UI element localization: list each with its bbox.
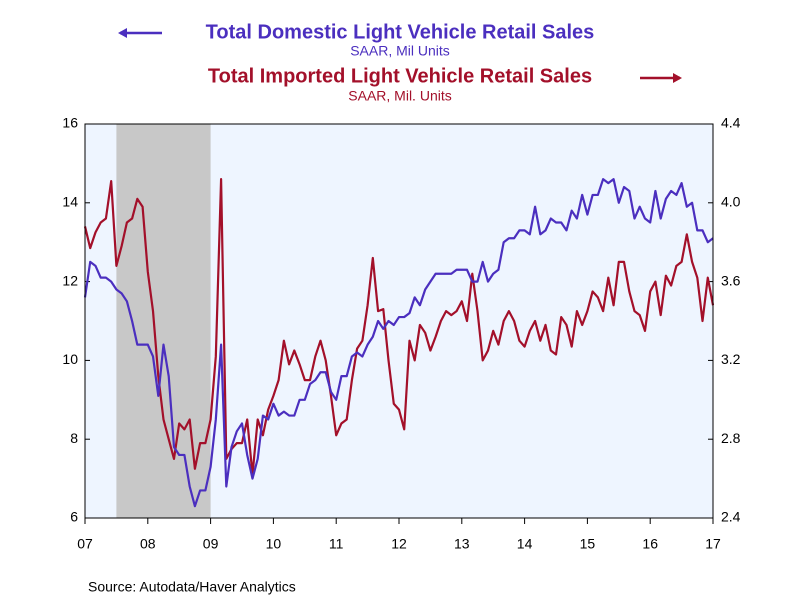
y2-tick-label: 2.8	[721, 430, 741, 446]
x-tick-label: 12	[391, 536, 407, 552]
y2-tick-label: 4.0	[721, 194, 741, 210]
y-tick-label: 12	[62, 272, 78, 288]
legend-title: Total Imported Light Vehicle Retail Sale…	[208, 65, 592, 87]
x-tick-label: 13	[454, 536, 470, 552]
x-tick-label: 17	[705, 536, 721, 552]
legend-arrowhead	[118, 28, 127, 38]
series-line	[83, 178, 715, 476]
x-tick-label: 07	[77, 536, 93, 552]
y2-tick-label: 3.2	[721, 351, 741, 367]
y-tick-label: 6	[70, 509, 78, 525]
x-tick-label: 09	[203, 536, 219, 552]
x-tick-label: 08	[140, 536, 156, 552]
series-line	[83, 178, 714, 508]
x-tick-label: 15	[580, 536, 596, 552]
x-tick-label: 16	[642, 536, 658, 552]
x-tick-label: 14	[517, 536, 533, 552]
y2-tick-label: 3.6	[721, 272, 741, 288]
y-tick-label: 8	[70, 430, 78, 446]
legend-imported: Total Imported Light Vehicle Retail Sale…	[208, 65, 682, 104]
x-tick-label: 10	[266, 536, 282, 552]
legend-title: Total Domestic Light Vehicle Retail Sale…	[206, 21, 595, 43]
lines-layer	[83, 178, 715, 508]
y-tick-label: 14	[62, 194, 78, 210]
legend-unit: SAAR, Mil Units	[350, 43, 450, 59]
plot-frame	[84, 123, 714, 519]
x-tick-label: 11	[329, 536, 344, 552]
y2-tick-label: 4.4	[721, 115, 741, 131]
axes-layer: 6 8 10 12 14 16 2.4 2.8 3.2 3.6 4.0 4.4 07 08 09 10 11 12…	[62, 115, 740, 552]
y2-tick-label: 2.4	[721, 509, 741, 525]
legend-domestic: Total Domestic Light Vehicle Retail Sale…	[118, 21, 595, 59]
legend-arrowhead	[673, 73, 682, 83]
legend-unit: SAAR, Mil. Units	[348, 88, 451, 104]
y-tick-label: 10	[62, 351, 78, 367]
y-tick-label: 16	[62, 115, 78, 131]
source-note: Source: Autodata/Haver Analytics	[88, 579, 296, 595]
